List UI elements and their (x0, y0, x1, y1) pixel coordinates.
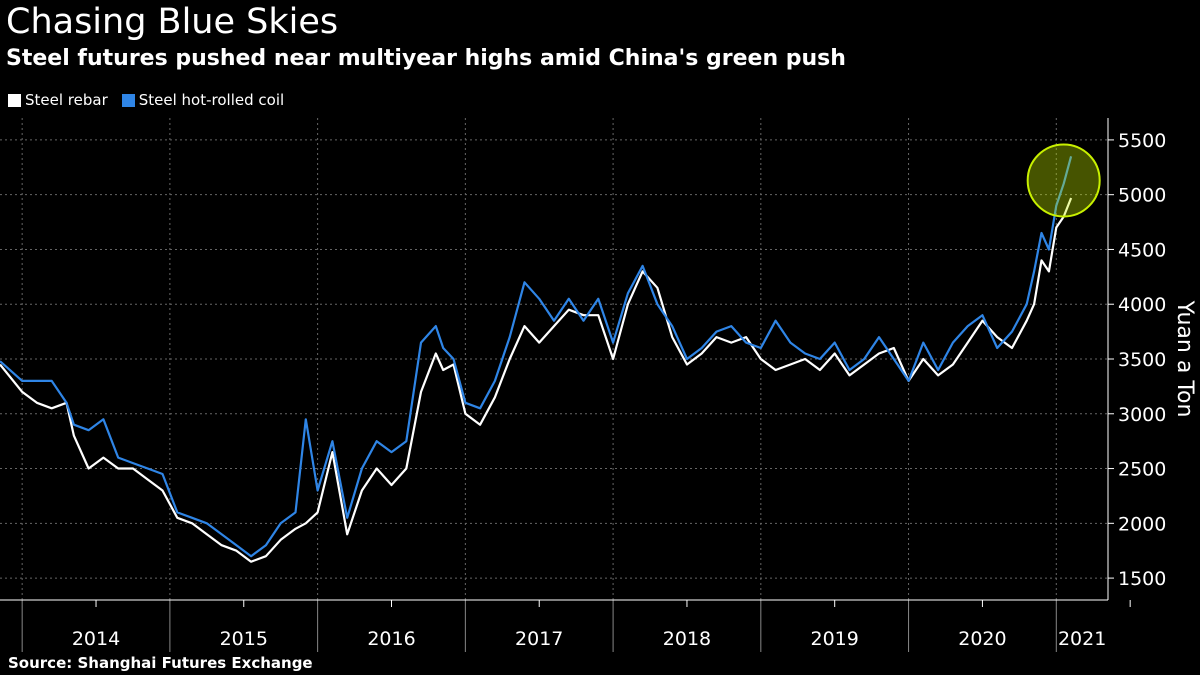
y-tick-label-3500: 3500 (1118, 349, 1166, 371)
chart-title: Chasing Blue Skies (6, 2, 339, 42)
y-tick-label-1500: 1500 (1118, 568, 1166, 590)
legend-label-rebar: Steel rebar (25, 91, 108, 109)
legend-label-hot-rolled-coil: Steel hot-rolled coil (138, 91, 285, 109)
y-tick-label-3000: 3000 (1118, 404, 1166, 426)
x-tick-label-2016: 2016 (367, 628, 415, 650)
legend-swatch-rebar (8, 93, 21, 107)
x-tick-label-2021: 2021 (1058, 628, 1106, 650)
series-line-hot-rolled-coil (0, 156, 1073, 558)
y-tick-label-5500: 5500 (1118, 130, 1166, 152)
x-tick-label-2015: 2015 (220, 628, 268, 650)
legend-item-rebar: Steel rebar (8, 91, 108, 109)
x-tick-label-2014: 2014 (72, 628, 120, 650)
series-line-rebar (0, 197, 1073, 563)
x-tick-label-2019: 2019 (811, 628, 859, 650)
source-note: Source: Shanghai Futures Exchange (8, 654, 313, 672)
highlight-circle (1026, 143, 1101, 218)
y-tick-label-4500: 4500 (1118, 239, 1166, 261)
legend: Steel rebar Steel hot-rolled coil (8, 91, 298, 109)
y-tick-label-5000: 5000 (1118, 185, 1166, 207)
y-tick-label-4000: 4000 (1118, 294, 1166, 316)
legend-item-hot-rolled-coil: Steel hot-rolled coil (121, 91, 285, 109)
chart-subtitle: Steel futures pushed near multiyear high… (6, 46, 846, 71)
y-axis-title: Yuan a Ton (1172, 300, 1197, 418)
y-tick-label-2000: 2000 (1118, 513, 1166, 535)
x-tick-label-2017: 2017 (515, 628, 563, 650)
x-tick-label-2020: 2020 (958, 628, 1006, 650)
y-tick-label-2500: 2500 (1118, 459, 1166, 481)
x-tick-label-2018: 2018 (663, 628, 711, 650)
legend-swatch-hot-rolled-coil (121, 93, 135, 107)
